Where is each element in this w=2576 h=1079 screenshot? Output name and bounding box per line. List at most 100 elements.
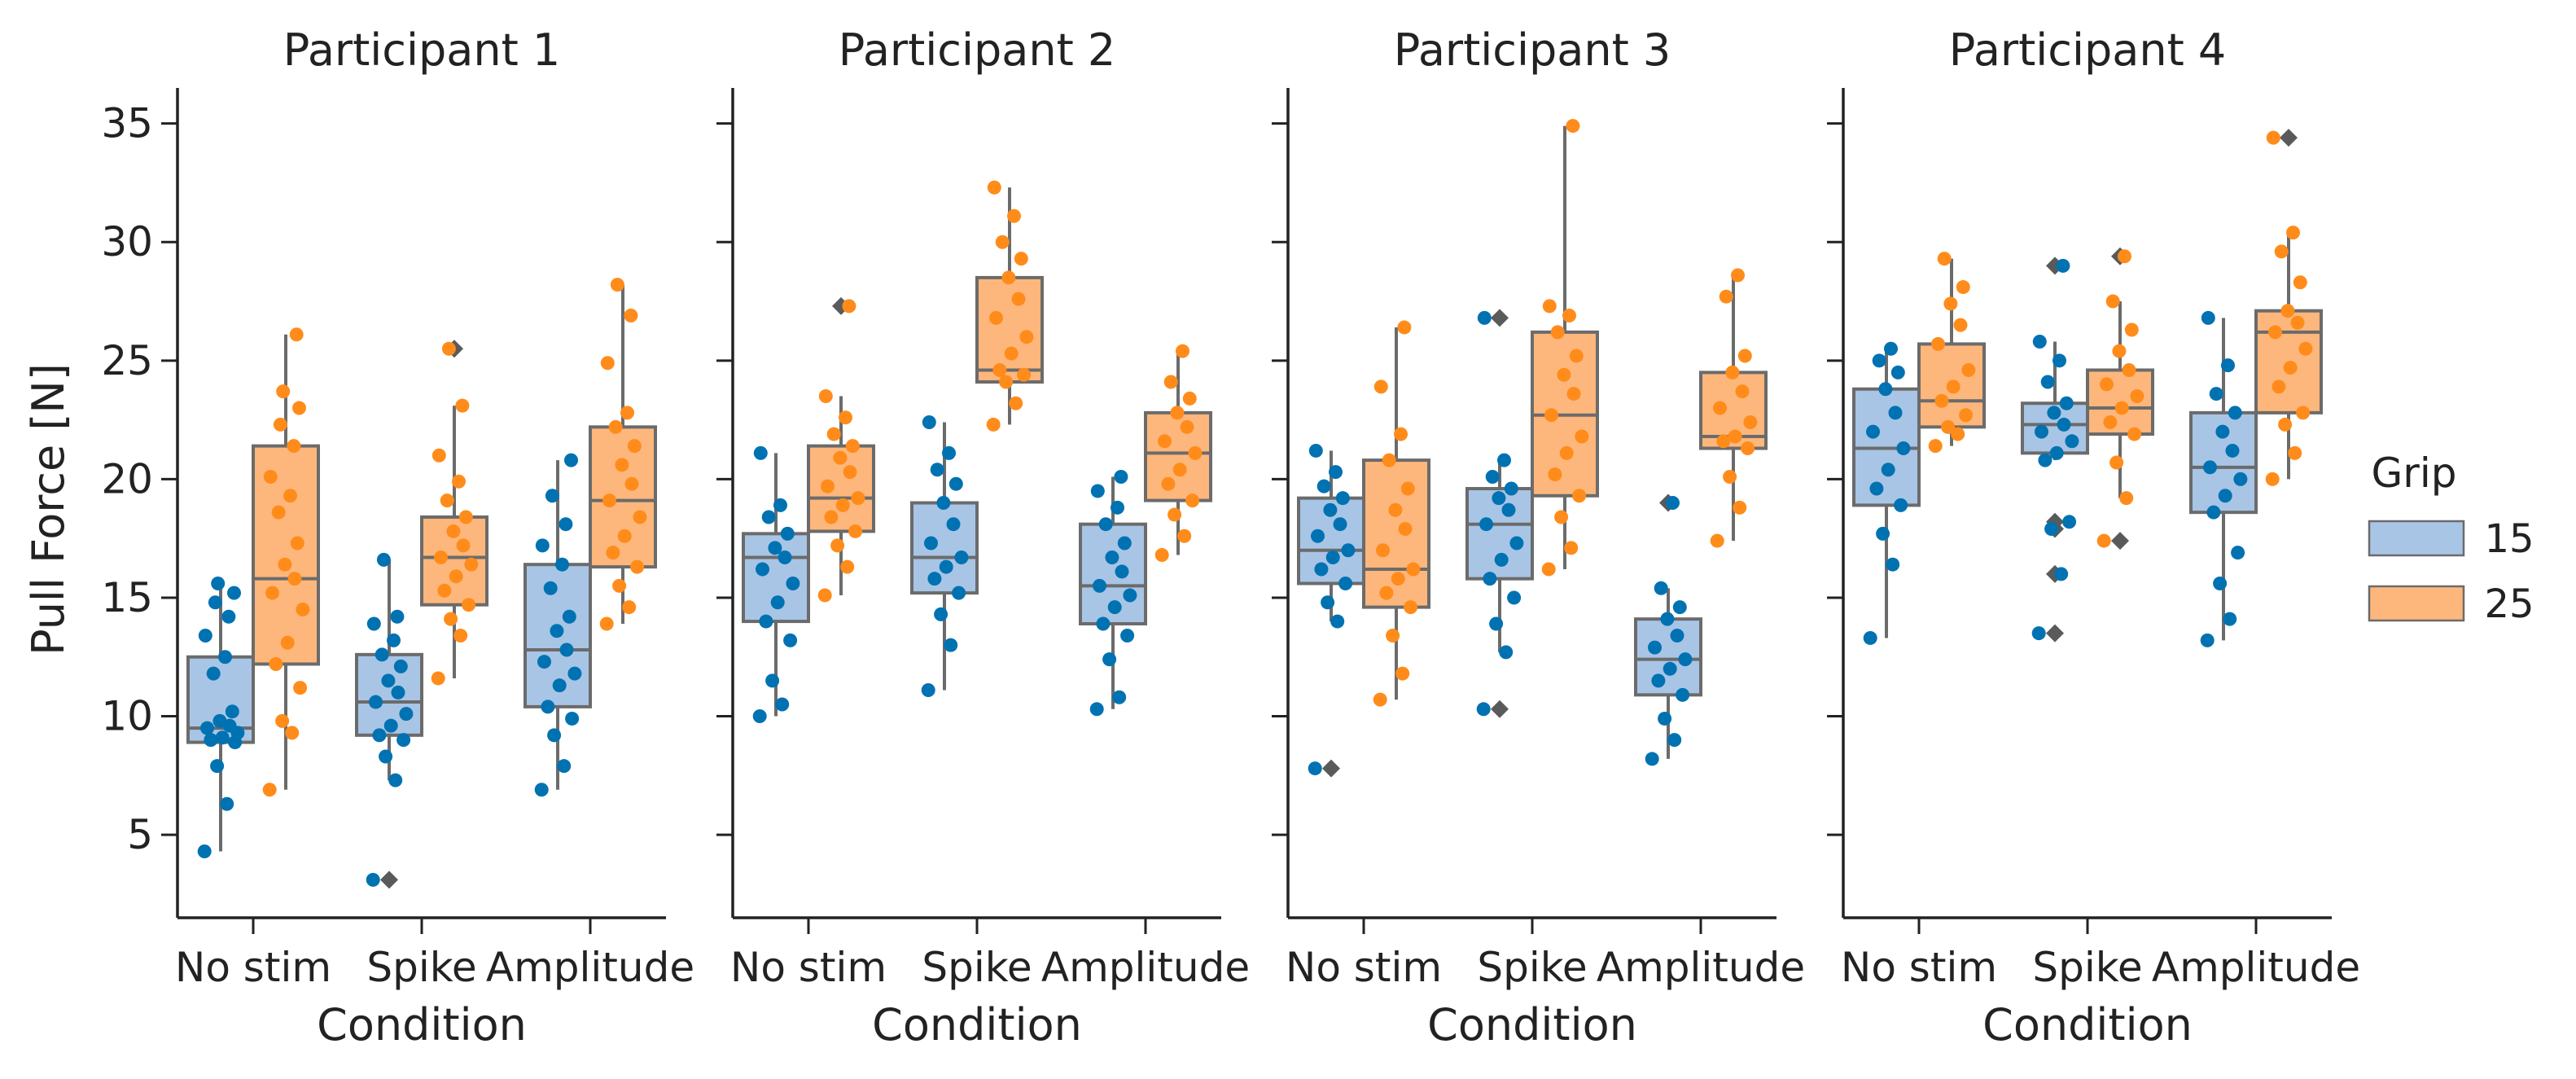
panel-3: Participant 3 No stim Spike Amplitude Condit… (1272, 24, 1805, 1050)
data-point (1107, 600, 1122, 615)
data-point (434, 550, 448, 564)
data-point (198, 629, 212, 643)
data-point (227, 586, 241, 600)
data-point (778, 550, 792, 564)
data-point (2032, 335, 2047, 349)
data-point (1114, 469, 1128, 484)
data-point (208, 595, 222, 610)
panel-4: Participant 4 No stim Spike Amplitude Condit… (1827, 24, 2360, 1050)
data-point (2209, 387, 2223, 401)
data-point (1476, 702, 1491, 717)
box-group-no-stim-grip-25 (1917, 252, 1986, 454)
outlier-point (2046, 624, 2064, 643)
data-point (2035, 424, 2048, 439)
data-point (1089, 702, 1104, 717)
data-point (818, 388, 833, 403)
data-point (388, 773, 403, 787)
y-tick-label: 15 (101, 574, 153, 621)
data-point (1507, 590, 1522, 605)
data-point (1115, 564, 1129, 579)
data-point (2049, 445, 2064, 460)
data-point (391, 685, 405, 700)
data-point (2265, 472, 2280, 486)
data-point (2223, 612, 2237, 626)
data-point (559, 517, 573, 532)
data-point (2231, 546, 2245, 560)
data-point (1477, 310, 1492, 325)
data-point (1941, 419, 1956, 434)
data-point (1308, 761, 1322, 776)
data-point (1946, 379, 1960, 394)
data-point (608, 419, 623, 434)
x-tick-label: Amplitude (1041, 944, 1250, 991)
data-point (1325, 550, 1340, 564)
data-point (1163, 375, 1178, 389)
data-point (2100, 377, 2114, 392)
data-point (761, 510, 776, 524)
data-point (1731, 268, 1745, 283)
data-point (1937, 252, 1952, 266)
data-point (1395, 666, 1410, 681)
data-point (612, 578, 627, 593)
box-group-spike-grip-25 (1531, 119, 1599, 577)
y-tick-label: 10 (101, 693, 153, 740)
outlier-point (1491, 309, 1509, 327)
data-point (2047, 406, 2061, 420)
data-point (826, 427, 841, 441)
data-point (1872, 353, 1886, 368)
data-point (215, 730, 230, 745)
data-point (1177, 529, 1192, 543)
data-point (455, 398, 470, 413)
x-tick-label: Spike (2032, 944, 2142, 991)
data-point (276, 384, 291, 399)
data-point (393, 659, 408, 673)
data-point (1888, 406, 1903, 420)
data-point (952, 586, 966, 600)
data-point (1566, 387, 1581, 401)
data-point (2218, 489, 2232, 503)
data-point (1007, 208, 1021, 223)
data-point (921, 683, 935, 698)
data-point (262, 783, 277, 797)
data-point (1161, 476, 1176, 491)
legend-swatch-grip-25 (2368, 585, 2465, 622)
data-point (1575, 429, 1589, 444)
data-point (440, 493, 454, 508)
data-point (399, 707, 414, 722)
data-point (458, 510, 473, 524)
data-point (1672, 600, 1687, 615)
box-group-spike-grip-15 (1465, 309, 1534, 718)
box-group-no-stim-grip-25 (252, 327, 320, 797)
data-point (271, 505, 286, 520)
data-point (2112, 344, 2127, 358)
data-point (280, 635, 295, 650)
data-point (1316, 479, 1331, 493)
data-point (2109, 455, 2124, 470)
data-point (446, 524, 461, 538)
data-point (2127, 427, 2142, 441)
data-point (839, 410, 852, 425)
data-point (1961, 362, 1976, 377)
data-point (211, 576, 226, 590)
data-point (1112, 690, 1127, 704)
data-point (630, 559, 645, 574)
data-point (210, 759, 225, 774)
data-point (1725, 365, 1740, 379)
data-point (557, 759, 572, 774)
data-point (615, 458, 629, 472)
box-group-amplitude-grip-25 (1144, 344, 1212, 563)
data-point (296, 603, 310, 617)
y-tick-label: 30 (101, 218, 153, 265)
data-point (1931, 336, 1945, 351)
data-point (942, 445, 956, 460)
data-point (1406, 562, 1421, 577)
y-tick-label: 25 (101, 337, 153, 384)
box-group-amplitude-grip-15 (1079, 469, 1147, 717)
data-point (375, 647, 389, 662)
data-point (835, 498, 850, 512)
data-point (1168, 507, 1182, 522)
data-point (1716, 434, 1731, 449)
box-iqr (1079, 522, 1147, 625)
data-point (1723, 469, 1737, 484)
data-point (1497, 453, 1511, 467)
